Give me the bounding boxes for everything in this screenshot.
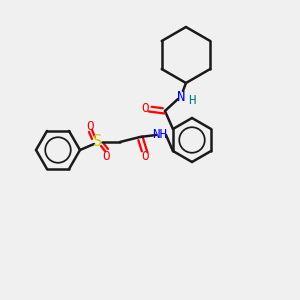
Text: S: S xyxy=(93,134,103,149)
Text: N: N xyxy=(177,90,185,104)
Text: NH: NH xyxy=(152,128,167,142)
Text: O: O xyxy=(141,103,149,116)
Text: O: O xyxy=(86,119,94,133)
Text: O: O xyxy=(141,151,149,164)
Text: O: O xyxy=(102,149,110,163)
Text: H: H xyxy=(188,94,196,107)
